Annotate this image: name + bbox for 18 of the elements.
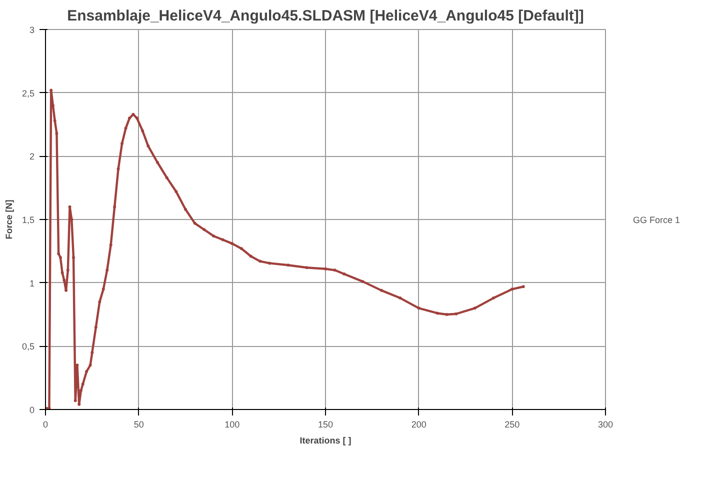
x-tick-label: 100: [224, 420, 240, 430]
chart-title: Ensamblaje_HeliceV4_Angulo45.SLDASM [HeliceV4_Angulo45 [Default]]: [67, 8, 584, 24]
x-axis-title: Iterations [ ]: [300, 436, 352, 446]
x-tick-label: 150: [318, 420, 334, 430]
y-tick-label: 1: [29, 278, 35, 288]
y-tick-label: 0,5: [22, 342, 35, 352]
y-tick-label: 1,5: [22, 215, 35, 225]
text: GG Force 1: [633, 215, 680, 225]
y-tick-label: 3: [29, 25, 35, 35]
x-tick-label: 250: [504, 420, 520, 430]
x-tick-label: 200: [411, 420, 426, 430]
y-tick-label: 0: [29, 405, 35, 415]
x-tick-label: 300: [598, 420, 614, 430]
y-axis-title: Force [N]: [4, 200, 14, 240]
x-tick-label: 0: [42, 420, 48, 430]
y-tick-label: 2: [29, 152, 35, 162]
y-tick-label: 2,5: [22, 88, 35, 98]
x-tick-label: 50: [134, 420, 144, 430]
